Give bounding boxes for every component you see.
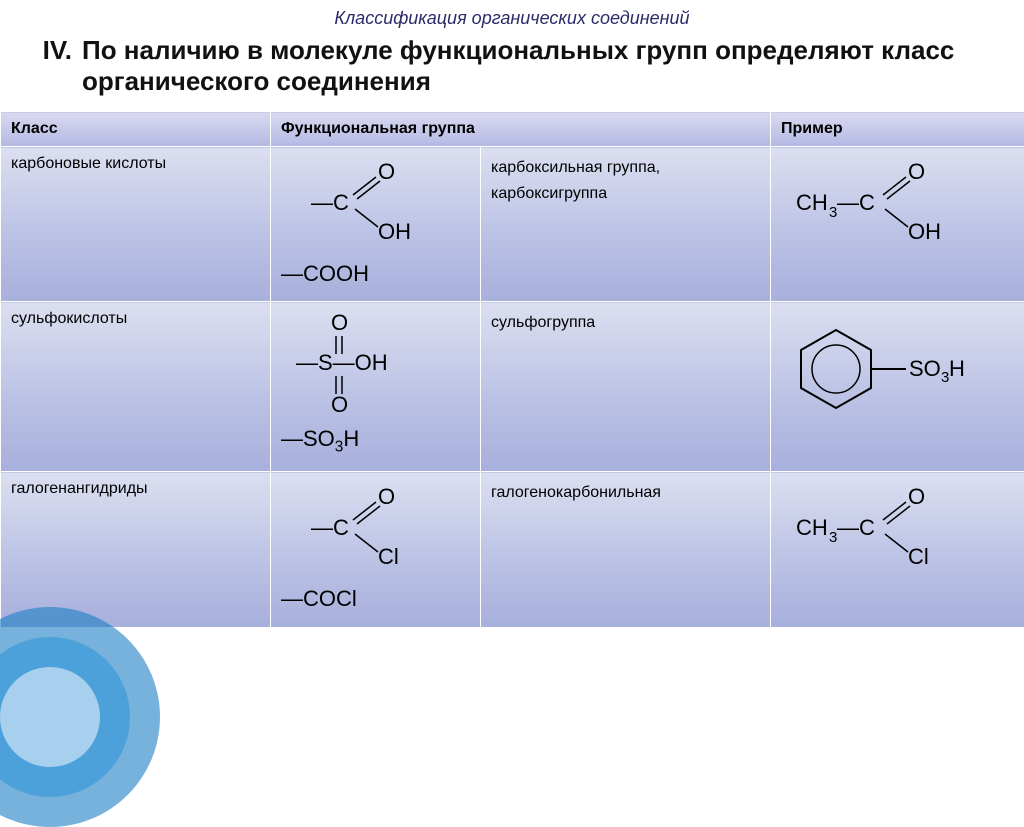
svg-text:Cl: Cl [378,544,399,569]
roman-numeral: IV. [20,35,82,97]
svg-text:O: O [908,159,925,184]
slide-heading: IV. По наличию в молекуле функциональных… [0,29,1024,111]
heading-text: По наличию в молекуле функциональных гру… [82,35,1004,97]
svg-text:—S—OH: —S—OH [296,350,388,375]
example-cell: CH 3 —C O OH [771,147,1024,302]
th-example: Пример [771,112,1024,147]
svg-text:—C: —C [837,515,875,540]
table-row: сульфокислоты O —S—OH O —SO3H сульфогруп… [1,302,1024,472]
svg-text:SO: SO [909,356,941,381]
svg-text:O: O [908,484,925,509]
group-name-cell: галогенокарбонильная [481,472,771,627]
acylhalide-structure-icon: —C O Cl [281,480,421,580]
svg-text:CH: CH [796,190,828,215]
svg-text:—C: —C [837,190,875,215]
example-cell: SO 3 H [771,302,1024,472]
svg-text:O: O [378,484,395,509]
th-class: Класс [1,112,271,147]
classification-table: Класс Функциональная группа Пример карбо… [0,111,1024,628]
group-name-cell: сульфогруппа [481,302,771,472]
svg-text:O: O [378,159,395,184]
benzenesulfonic-icon: SO 3 H [781,310,1001,420]
carboxyl-structure-icon: —C O OH [281,155,421,255]
corner-decoration-icon [0,607,160,827]
th-group: Функциональная группа [271,112,771,147]
formula-cell: —C O OH —COOH [271,147,481,302]
slide-pretitle: Классификация органических соединений [0,0,1024,29]
acetic-acid-icon: CH 3 —C O OH [781,155,981,255]
svg-text:—C: —C [311,190,349,215]
formula-condensed: —COOH [281,255,470,293]
class-cell: карбоновые кислоты [1,147,271,302]
svg-text:Cl: Cl [908,544,929,569]
svg-text:OH: OH [908,219,941,244]
svg-text:H: H [949,356,965,381]
svg-text:O: O [331,310,348,335]
example-cell: CH 3 —C O Cl [771,472,1024,627]
formula-condensed: —SO3H [281,420,470,463]
table-row: карбоновые кислоты —C O OH —COOH карбокс… [1,147,1024,302]
svg-text:O: O [331,392,348,417]
svg-text:—C: —C [311,515,349,540]
group-name-cell: карбоксильная группа, карбоксигруппа [481,147,771,302]
sulfo-structure-icon: O —S—OH O [281,310,431,420]
svg-text:OH: OH [378,219,411,244]
formula-cell: —C O Cl —COCl [271,472,481,627]
formula-cell: O —S—OH O —SO3H [271,302,481,472]
class-cell: галогенангидриды [1,472,271,627]
table-row: галогенангидриды —C O Cl —COCl галогенок… [1,472,1024,627]
svg-text:CH: CH [796,515,828,540]
formula-condensed: —COCl [281,580,470,618]
class-cell: сульфокислоты [1,302,271,472]
acetyl-chloride-icon: CH 3 —C O Cl [781,480,981,580]
